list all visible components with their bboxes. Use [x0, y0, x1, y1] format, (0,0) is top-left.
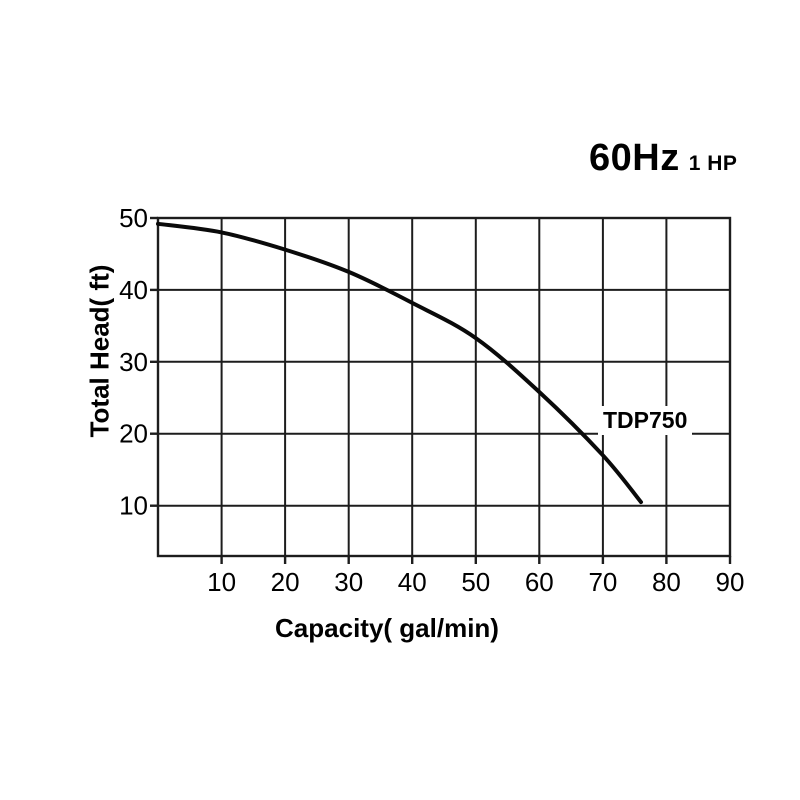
y-tick-label: 10 — [119, 491, 148, 521]
x-tick-label: 60 — [525, 567, 554, 597]
x-tick-label: 10 — [207, 567, 236, 597]
series-label-tdp750: TDP750 — [598, 406, 693, 435]
y-tick-label: 50 — [119, 203, 148, 233]
y-axis-title: Total Head( ft) — [84, 264, 115, 438]
chart-title: 60Hz 1 HP — [589, 139, 737, 177]
y-tick-label: 30 — [119, 347, 148, 377]
x-tick-label: 90 — [716, 567, 745, 597]
x-tick-label: 80 — [652, 567, 681, 597]
x-axis-title: Capacity( gal/min) — [275, 613, 499, 643]
x-tick-label: 70 — [588, 567, 617, 597]
plot-border — [156, 216, 732, 558]
y-tick-label: 40 — [119, 275, 148, 305]
horsepower-label: 1 HP — [688, 152, 738, 175]
x-tick-label: 40 — [398, 567, 427, 597]
x-tick-label: 30 — [334, 567, 363, 597]
y-tick-label: 20 — [119, 419, 148, 449]
x-tick-label: 50 — [461, 567, 490, 597]
pump-curve — [156, 221, 643, 505]
frequency-label: 60Hz — [589, 137, 680, 179]
x-tick-label: 20 — [271, 567, 300, 597]
